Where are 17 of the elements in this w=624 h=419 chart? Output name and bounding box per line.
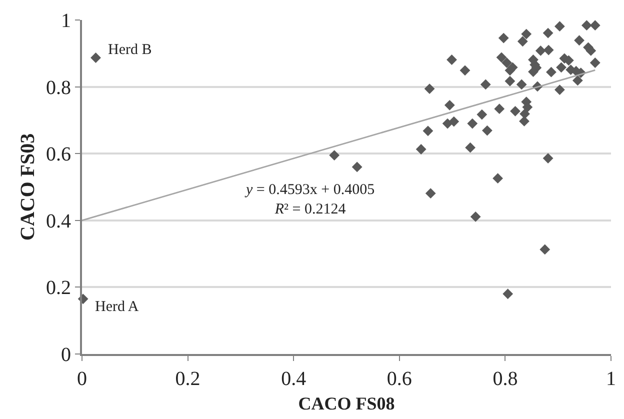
- annotation: Herd B: [108, 42, 152, 58]
- y-tick-label: 0.2: [46, 277, 71, 300]
- y-tick-label: 1: [61, 10, 71, 32]
- x-tick-label: 1: [606, 368, 616, 390]
- x-tick-label: 0.6: [386, 368, 412, 390]
- y-axis-title: CACO FS03: [17, 133, 39, 241]
- x-tick-label: 0.8: [492, 368, 518, 390]
- annotation: Herd A: [95, 299, 139, 315]
- x-axis-title: CACO FS08: [298, 394, 395, 414]
- y-tick-label: 0: [61, 344, 71, 366]
- x-tick-label: 0: [77, 368, 87, 390]
- x-tick-label: 0.2: [175, 368, 200, 390]
- y-tick-label: 0.4: [46, 210, 71, 232]
- y-tick-label: 0.6: [46, 144, 71, 166]
- y-tick-label: 0.8: [46, 76, 71, 99]
- annotation: y = 0.4593x + 0.4005 R² = 0.2124: [244, 182, 375, 218]
- x-tick-label: 0.4: [281, 368, 306, 390]
